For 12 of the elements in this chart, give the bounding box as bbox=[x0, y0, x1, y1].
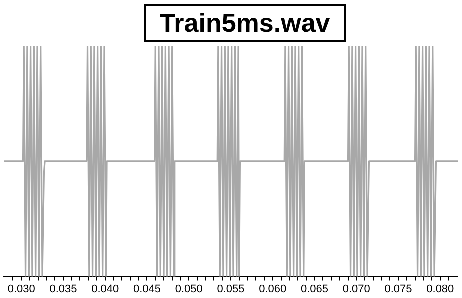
x-tick-label: 0.050 bbox=[175, 283, 203, 296]
x-tick-label: 0.055 bbox=[217, 283, 245, 296]
x-tick-label: 0.075 bbox=[384, 283, 412, 296]
x-tick-label: 0.070 bbox=[342, 283, 370, 296]
x-tick-label: 0.040 bbox=[92, 283, 120, 296]
x-tick-label: 0.030 bbox=[8, 283, 36, 296]
x-tick-label: 0.060 bbox=[259, 283, 287, 296]
x-tick-label: 0.065 bbox=[301, 283, 329, 296]
x-tick-label: 0.080 bbox=[426, 283, 454, 296]
x-tick-label: 0.045 bbox=[133, 283, 161, 296]
x-tick-label: 0.035 bbox=[50, 283, 78, 296]
chart-title: Train5ms.wav bbox=[144, 4, 346, 42]
